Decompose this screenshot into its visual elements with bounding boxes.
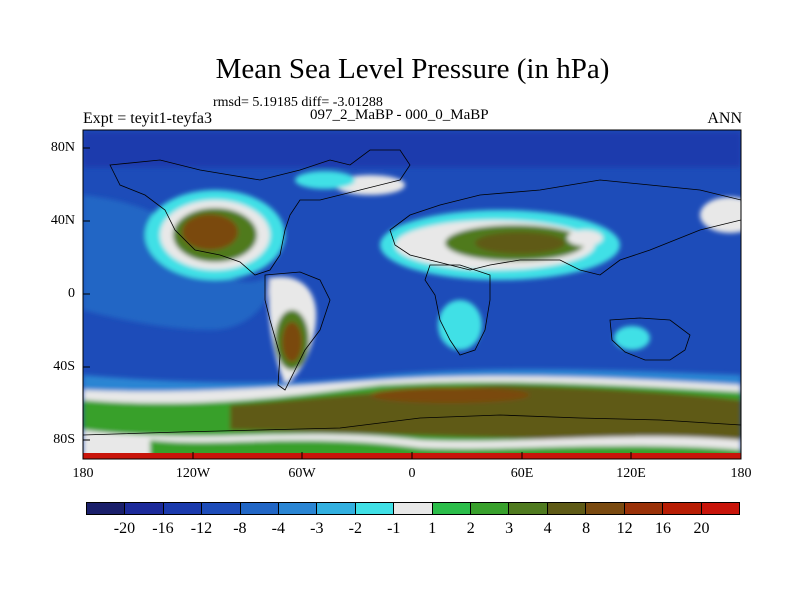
- colorbar-label: -8: [233, 520, 247, 537]
- season-label: ANN: [707, 110, 742, 127]
- field-east-white: [567, 230, 603, 246]
- colorbar-segment: [125, 503, 164, 514]
- colorbar-label: -3: [310, 520, 324, 537]
- colorbar-segment: [701, 503, 739, 514]
- y-tick-label: 80N: [50, 140, 75, 155]
- colorbar-segment: [87, 503, 126, 514]
- colorbar-segment: [240, 503, 280, 514]
- axis-ticks: [82, 147, 742, 459]
- colorbar-label: 20: [693, 520, 710, 537]
- colorbar-segment: [317, 503, 356, 514]
- coastlines: [83, 149, 741, 436]
- colorbar-label: 1: [428, 520, 437, 537]
- africa-coast: [424, 264, 491, 356]
- colorbar-segment: [432, 503, 472, 514]
- colorbar-label: 12: [616, 520, 633, 537]
- x-tick-label: 180: [730, 466, 752, 481]
- south-america-coast: [264, 271, 331, 391]
- x-tick-label: 120E: [616, 466, 646, 481]
- y-tick-label: 0: [68, 286, 75, 301]
- field-arctic-cyan: [295, 171, 355, 189]
- experiment-label: Expt = teyit1-teyfa3: [83, 110, 212, 127]
- y-tick-label: 80S: [53, 432, 75, 447]
- colorbar-label: -12: [190, 520, 213, 537]
- difference-label: 097_2_MaBP - 000_0_MaBP: [310, 107, 489, 123]
- colorbar-segment: [471, 503, 510, 514]
- colorbar-segment: [586, 503, 625, 514]
- colorbar-label: -20: [113, 520, 136, 537]
- field-australia-cyan: [614, 326, 650, 350]
- y-tick-label: 40S: [53, 359, 75, 374]
- colorbar-segment: [547, 503, 587, 514]
- australia-coast: [609, 317, 691, 361]
- field-sa-brown: [282, 322, 302, 362]
- eurasia-coast: [389, 179, 741, 276]
- colorbar-label: 4: [543, 520, 552, 537]
- colorbar-label: 3: [505, 520, 514, 537]
- chart-title: Mean Sea Level Pressure (in hPa): [215, 53, 610, 85]
- north-america-coast: [109, 149, 411, 276]
- colorbar-label: -16: [152, 520, 174, 537]
- field-north-band: [83, 132, 741, 167]
- field-south-brown: [370, 387, 530, 403]
- colorbar-segment: [394, 503, 433, 514]
- colorbar-label: 8: [582, 520, 591, 537]
- field-eurasia-olive: [475, 232, 565, 254]
- colorbar-label: 2: [466, 520, 475, 537]
- colorbar-label: -2: [348, 520, 362, 537]
- pressure-field: [83, 130, 741, 459]
- field-south-olive: [230, 385, 741, 445]
- colorbar-segment: [663, 503, 702, 514]
- colorbar-segment: [202, 503, 241, 514]
- field-na-brown: [182, 214, 238, 250]
- colorbar-segment: [279, 503, 318, 514]
- colorbar-segment: [163, 503, 203, 514]
- antarctica-coast: [83, 414, 741, 436]
- x-tick-label: 0: [408, 466, 416, 481]
- y-tick-label: 40N: [50, 213, 75, 228]
- colorbar-label: -4: [271, 520, 285, 537]
- field-africa-cyan: [438, 300, 482, 350]
- x-tick-label: 60W: [288, 466, 316, 481]
- x-tick-label: 180: [72, 466, 94, 481]
- x-tick-label: 120W: [175, 466, 211, 481]
- colorbar-label: -1: [387, 520, 401, 537]
- colorbar-segment: [509, 503, 548, 514]
- stats-text: rmsd= 5.19185 diff= -3.01288: [213, 95, 383, 110]
- x-tick-label: 60E: [510, 466, 534, 481]
- colorbar-label: 16: [655, 520, 672, 537]
- field-ne-white: [700, 197, 741, 233]
- colorbar: [86, 502, 740, 515]
- colorbar-segment: [355, 503, 395, 514]
- colorbar-segment: [624, 503, 664, 514]
